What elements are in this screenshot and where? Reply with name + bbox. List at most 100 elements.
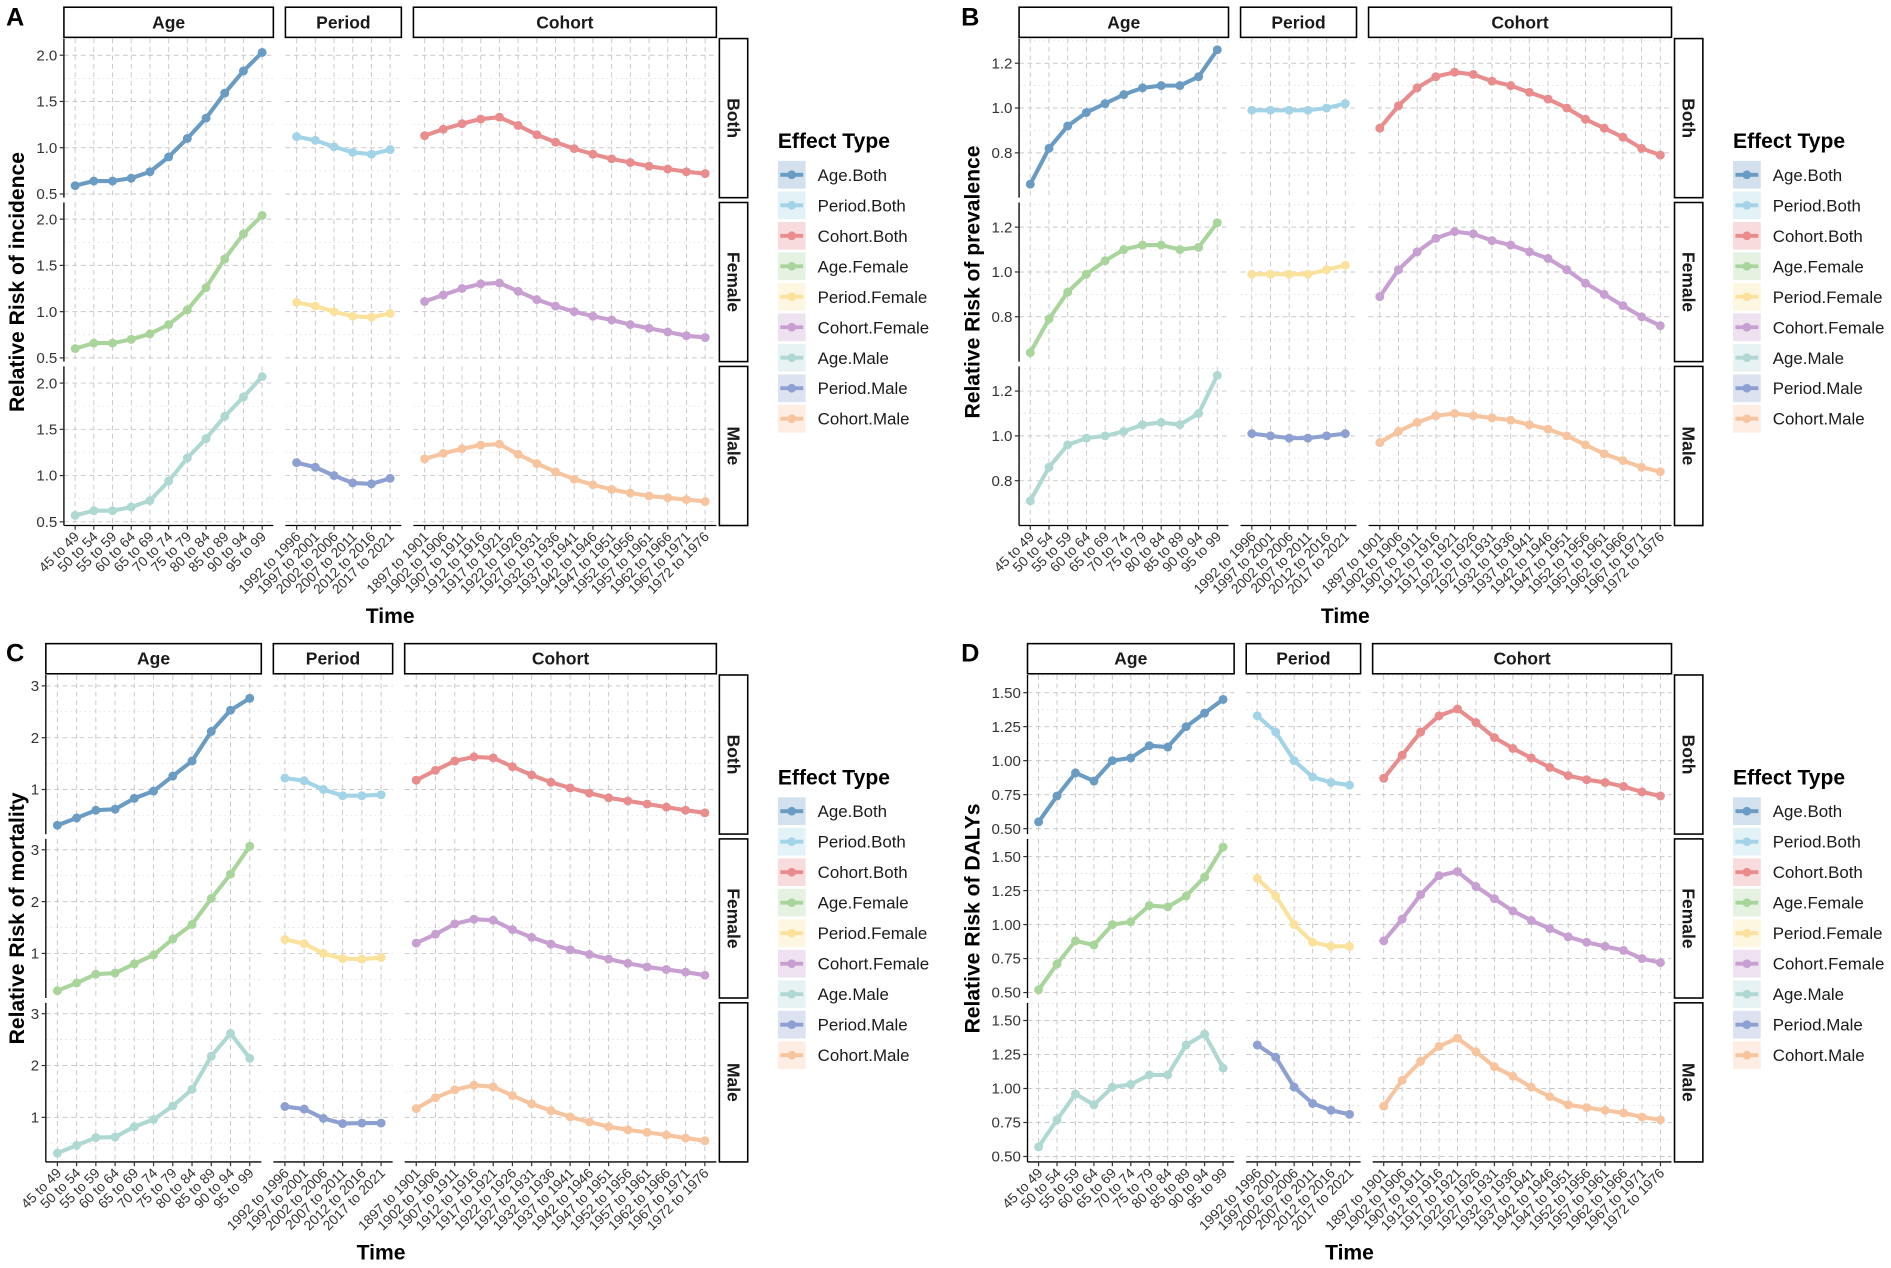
data-point-cohort-female <box>1397 914 1407 924</box>
data-point-age-female <box>108 338 118 348</box>
series <box>1025 45 1665 506</box>
data-point-cohort-male <box>1506 415 1516 425</box>
y-tick-label: 1.25 <box>992 719 1021 736</box>
facet-strip-both <box>718 674 749 835</box>
y-tick-label: 0.75 <box>992 951 1021 968</box>
data-point-period-female <box>1247 269 1257 279</box>
facet-strip-cohort <box>1371 642 1673 675</box>
data-point-age-male <box>72 1140 82 1150</box>
data-point-age-female <box>89 338 99 348</box>
legend-item: Age.Both <box>1733 160 1842 189</box>
data-point-age-both <box>110 804 120 814</box>
data-point-period-female <box>310 301 320 311</box>
series-line-cohort-male <box>422 442 708 504</box>
legend-key-point <box>787 989 797 999</box>
data-point-cohort-female <box>1599 289 1609 299</box>
legend-item: Age.Both <box>777 797 887 826</box>
data-point-age-both <box>220 88 230 98</box>
data-point-cohort-male <box>1489 1062 1499 1072</box>
legend-key-point <box>1742 898 1752 908</box>
data-point-age-female <box>110 968 120 978</box>
data-point-age-male <box>52 1148 62 1158</box>
data-point-period-both <box>329 142 339 152</box>
facet-strip-female <box>718 201 749 363</box>
data-point-cohort-male <box>507 1091 517 1101</box>
data-point-cohort-both <box>1450 67 1460 77</box>
y-axis: 0.8 1.0 1.2 0.8 1.0 1.2 0.8 1.0 1.2 <box>991 38 1020 526</box>
data-point-age-male <box>149 1114 159 1124</box>
data-point-age-female <box>1126 917 1136 927</box>
y-tick-label: 2.0 <box>36 375 57 392</box>
data-point-cohort-female <box>1412 247 1422 257</box>
y-tick-label: 2 <box>31 894 39 911</box>
y-tick-label: 0.8 <box>991 309 1012 326</box>
data-point-period-both <box>1271 727 1281 737</box>
data-point-cohort-female <box>411 938 421 948</box>
facet-strip-label: Period <box>306 649 360 669</box>
series-line-cohort-male <box>414 1083 707 1143</box>
legend-key-point <box>1742 806 1752 816</box>
data-point-period-both <box>1308 772 1318 782</box>
legend: Effect Type Age.Both Period.Both Cohort.Bot… <box>777 130 929 433</box>
data-point-cohort-female <box>494 278 504 288</box>
data-point-age-both <box>1081 108 1091 117</box>
data-point-cohort-female <box>1562 265 1572 275</box>
legend: Effect Type Age.Both Period.Both Cohort.Bot… <box>1733 130 1884 433</box>
data-point-period-female <box>348 311 358 321</box>
data-point-cohort-male <box>494 439 504 449</box>
data-point-age-male <box>110 1132 120 1142</box>
data-point-age-both <box>168 771 178 781</box>
data-point-cohort-female <box>565 945 575 955</box>
data-point-period-both <box>1345 780 1354 790</box>
facet-strip-both <box>1673 674 1704 835</box>
facet-strip-label: Female <box>723 252 743 312</box>
data-point-age-both <box>1212 45 1222 55</box>
data-point-period-both <box>1284 105 1294 115</box>
data-point-cohort-both <box>546 777 556 787</box>
data-point-cohort-both <box>1524 87 1534 97</box>
data-point-age-both <box>182 134 192 143</box>
data-point-cohort-both <box>476 114 486 124</box>
y-axis-title: Relative Risk of DALYs <box>961 803 984 1033</box>
legend-item: Cohort.Female <box>777 313 929 342</box>
y-tick-label: 0.5 <box>36 514 57 531</box>
facet-strip-period <box>284 6 403 39</box>
data-point-cohort-male <box>642 1127 652 1137</box>
data-point-age-female <box>187 919 197 929</box>
data-point-cohort-female <box>681 331 691 341</box>
data-point-cohort-male <box>1543 424 1553 434</box>
legend-key-point <box>1742 353 1752 363</box>
legend-label: Cohort.Female <box>1773 955 1885 974</box>
data-point-age-female <box>1200 872 1210 882</box>
y-tick-label: 1.50 <box>992 849 1021 866</box>
data-point-cohort-male <box>604 1122 614 1132</box>
data-point-age-male <box>1071 1089 1080 1099</box>
x-axis-title: Time <box>1325 1242 1374 1265</box>
data-point-period-male <box>1271 1052 1281 1062</box>
facet-strip-label: Cohort <box>532 649 589 669</box>
y-axis: 1 2 3 1 2 3 1 2 3 <box>31 674 47 1162</box>
facet-strip-age <box>45 642 263 675</box>
y-tick-label: 1.2 <box>991 383 1012 400</box>
y-tick-label: 1.5 <box>36 258 57 275</box>
legend-key-point <box>787 261 797 271</box>
data-point-cohort-male <box>411 1104 421 1114</box>
data-point-cohort-both <box>1416 727 1426 737</box>
data-point-cohort-female <box>1655 958 1665 968</box>
data-point-cohort-female <box>431 929 440 939</box>
data-point-cohort-female <box>604 954 614 964</box>
data-point-cohort-both <box>1619 782 1629 791</box>
data-point-age-female <box>1089 940 1099 950</box>
data-point-age-male <box>1181 1040 1191 1050</box>
data-point-age-male <box>168 1101 178 1111</box>
legend-key-point <box>1742 322 1752 332</box>
facet-strip-cohort <box>403 642 718 675</box>
data-point-cohort-both <box>1471 718 1481 728</box>
data-point-age-female <box>182 305 192 315</box>
data-point-age-both <box>164 152 174 162</box>
legend-label: Cohort.Male <box>818 410 910 429</box>
data-point-age-male <box>1081 433 1091 443</box>
data-point-age-male <box>91 1133 101 1143</box>
data-point-cohort-female <box>1581 278 1590 288</box>
y-tick-label: 1.2 <box>991 219 1012 236</box>
